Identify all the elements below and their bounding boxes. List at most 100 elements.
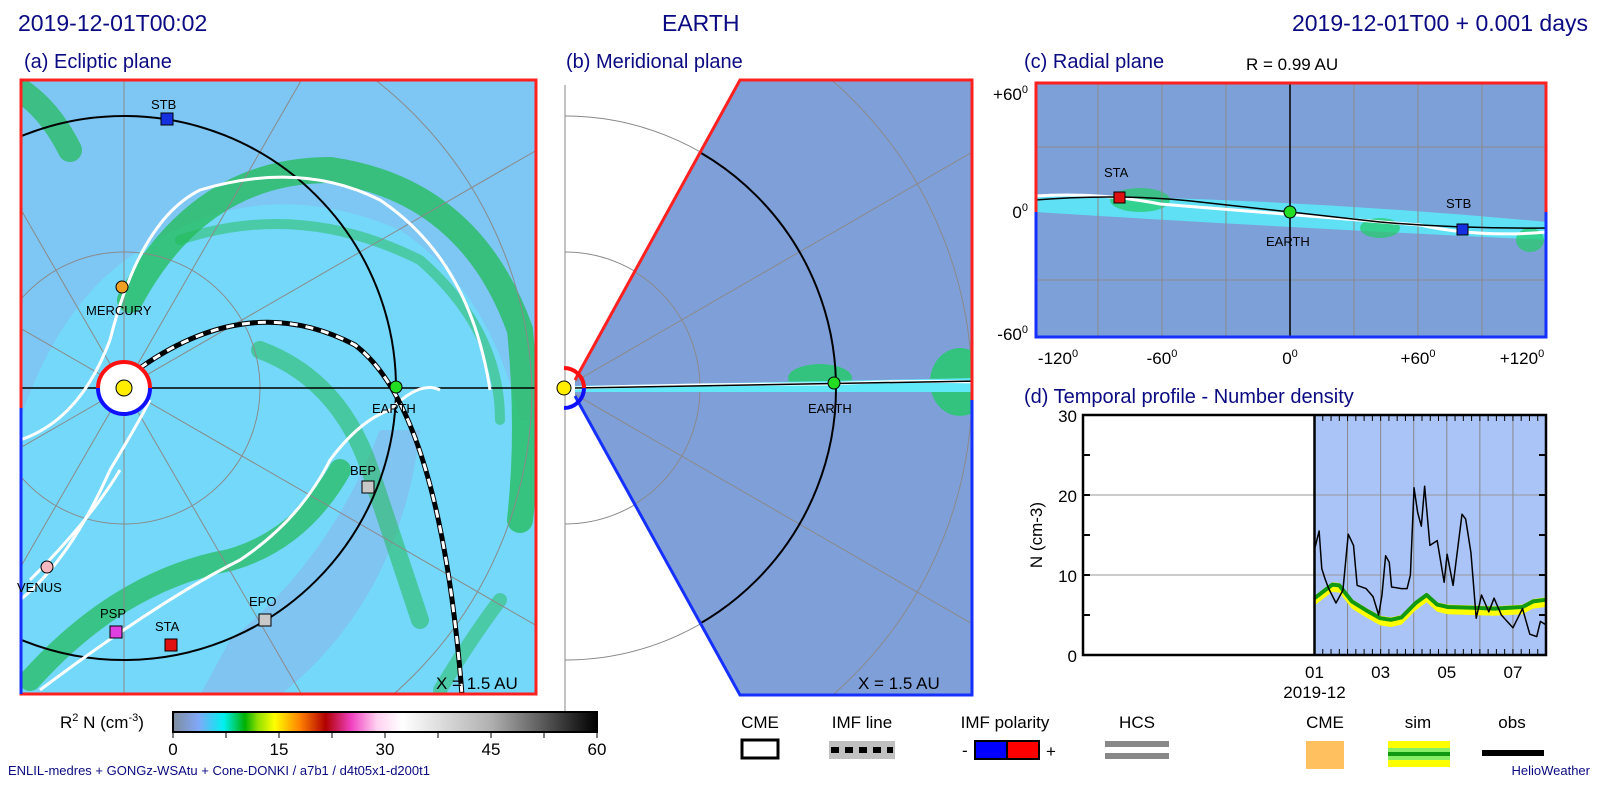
panel-a-scale: X = 1.5 AU (436, 674, 518, 693)
x-tick-label: -1200 (1038, 348, 1078, 368)
panel-c-title: (c) Radial plane (1024, 51, 1165, 73)
polarity-negative-swatch (974, 740, 1008, 760)
temporal-profile-chart: 0 10 20 30 01 03 05 07 2019-12 N (cm-3) (1027, 407, 1548, 702)
polar-grid (20, 79, 537, 695)
panel-d-title: (d) Temporal profile - Number density (1024, 386, 1354, 408)
body-mercury: MERCURY (86, 280, 152, 318)
body-marker (258, 613, 272, 627)
body-marker (389, 380, 403, 394)
legend: CME IMF line IMF polarity - + HCS CME si… (740, 713, 1544, 769)
y-tick-label: 00 (1012, 202, 1028, 222)
body-venus: VENUS (17, 560, 62, 595)
x-tick-label: +600 (1401, 348, 1436, 368)
body-label: STB (151, 97, 176, 112)
colorbar-tick-label: 0 (168, 740, 177, 759)
panel-b-scale: X = 1.5 AU (858, 674, 940, 693)
colorbar-tick-label: 15 (270, 740, 289, 759)
body-label: STA (155, 619, 180, 634)
legend-hcs-label: HCS (1119, 713, 1155, 732)
polarity-minus: - (962, 741, 968, 760)
x-tick-label: 00 (1282, 348, 1298, 368)
body-sta: STA (155, 619, 180, 652)
earth-label: EARTH (1266, 234, 1310, 249)
y-tick-label: 30 (1058, 407, 1077, 426)
y-tick-label: +600 (993, 84, 1028, 104)
x-tick-label: +1200 (1500, 348, 1544, 368)
legend-imf-line-label: IMF line (832, 713, 892, 732)
y-axis-label: N (cm-3) (1027, 502, 1046, 568)
panel-c-border-negative (1034, 212, 1548, 339)
colorbar-tick-label: 60 (588, 740, 607, 759)
sun (96, 360, 152, 416)
ecliptic-plane-panel: STB MERCURY EARTH BEP VENUS PSP STA EPO X = 1.5… (17, 78, 538, 696)
x-tick-label: 05 (1437, 663, 1456, 682)
y-tick-label: 20 (1058, 487, 1077, 506)
panel-b-border-negative (573, 395, 974, 697)
legend-obs-swatch (1482, 750, 1544, 756)
body-label: EPO (249, 594, 276, 609)
low-density-region (20, 79, 537, 420)
colorbar-label: R2 N (cm-3) (60, 712, 144, 732)
legend-cme-swatch (740, 738, 780, 760)
colorbar-tick-label: 45 (482, 740, 501, 759)
body-psp: PSP (100, 606, 126, 639)
target-name: EARTH (662, 10, 740, 36)
body-label: PSP (100, 606, 126, 621)
legend-cme-profile-label: CME (1306, 713, 1344, 732)
body-marker (40, 560, 54, 574)
stb-label: STB (1446, 196, 1471, 211)
brand-label: HelioWeather (1511, 763, 1590, 778)
panel-a-title: (a) Ecliptic plane (24, 51, 172, 73)
low-density-region (200, 430, 420, 695)
legend-obs-label: obs (1498, 713, 1525, 732)
legend-sim-swatch-line (1388, 752, 1450, 756)
earth-marker (827, 376, 841, 390)
body-marker (109, 625, 123, 639)
colorbar-gradient (172, 711, 598, 733)
body-label: EARTH (372, 401, 416, 416)
y-tick-label: 0 (1068, 647, 1077, 666)
sun-icon (556, 380, 572, 396)
body-epo: EPO (249, 594, 276, 627)
body-marker (115, 280, 129, 294)
radial-plane-panel: STA EARTH STB +600 00 -600 -1200 -600 00 +600 +… (993, 81, 1548, 368)
x-tick-label: 07 (1503, 663, 1522, 682)
legend-cme-label: CME (741, 713, 779, 732)
x-sublabel: 2019-12 (1283, 683, 1345, 702)
x-tick-label: -600 (1147, 348, 1178, 368)
y-tick-label: 10 (1058, 567, 1077, 586)
body-bep: BEP (350, 463, 376, 494)
body-marker (361, 480, 375, 494)
time-stamp: 2019-12-01T00:02 (18, 10, 208, 36)
legend-hcs-swatch (1105, 741, 1169, 747)
earth-label: EARTH (808, 401, 852, 416)
body-stb: STB (151, 97, 176, 126)
panel-b-title: (b) Meridional plane (566, 51, 743, 73)
legend-sim-label: sim (1405, 713, 1431, 732)
panel-b-border (573, 78, 974, 400)
sta-label: STA (1104, 165, 1129, 180)
body-label: BEP (350, 463, 376, 478)
body-label: MERCURY (86, 303, 152, 318)
sun-earth-line (575, 380, 972, 389)
polarity-plus: + (1046, 742, 1056, 761)
density-spiral-arms (20, 79, 537, 695)
body-label: VENUS (17, 580, 62, 595)
body-marker (160, 112, 174, 126)
polarity-positive-swatch (1006, 740, 1040, 760)
body-earth: EARTH (372, 380, 416, 416)
legend-imf-polarity-label: IMF polarity (961, 713, 1050, 732)
sta-marker (1113, 191, 1126, 204)
x-tick-label: 01 (1305, 663, 1324, 682)
body-marker (164, 638, 178, 652)
earth-marker (1283, 205, 1297, 219)
stb-marker (1456, 223, 1469, 236)
y-tick-label: -600 (997, 324, 1028, 344)
colorbar-tick-label: 30 (376, 740, 395, 759)
legend-hcs-swatch (1105, 753, 1169, 759)
imf-line-dashes (139, 320, 464, 695)
panel-a-border (19, 78, 538, 696)
legend-cme-profile-swatch (1306, 741, 1344, 769)
x-tick-label: 03 (1371, 663, 1390, 682)
